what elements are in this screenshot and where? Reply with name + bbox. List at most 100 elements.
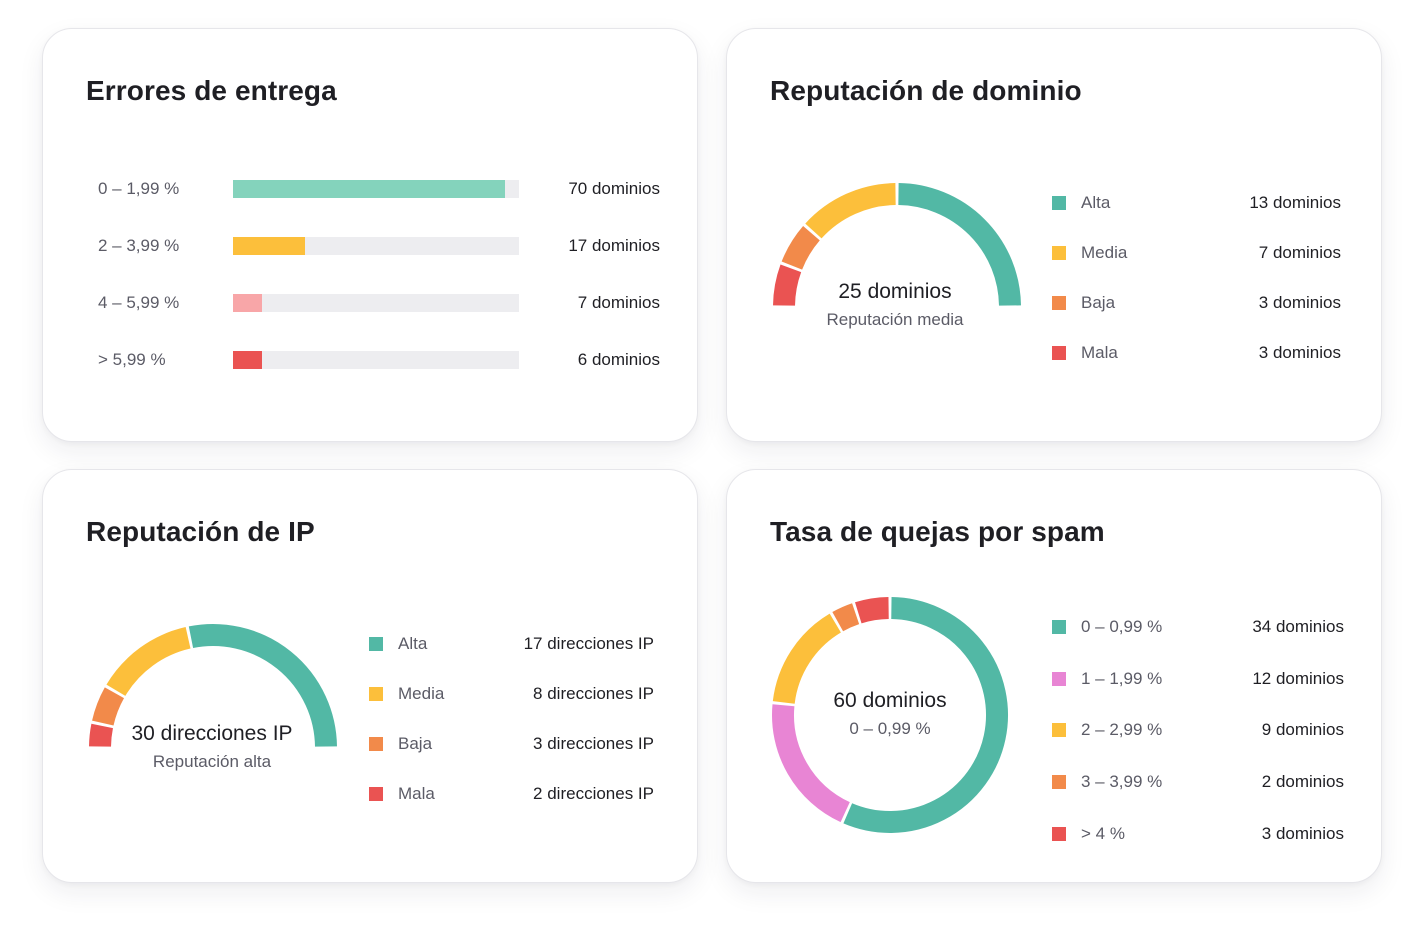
legend-swatch: [369, 637, 383, 651]
delivery-error-bar-track: [233, 294, 519, 312]
legend-swatch: [1052, 672, 1066, 686]
spam-complaints-donut: [772, 597, 1008, 833]
legend-label: > 4 %: [1081, 824, 1125, 843]
legend-label: Mala: [1081, 343, 1118, 362]
legend-value: 3 direcciones IP: [533, 734, 654, 753]
legend-swatch: [1052, 775, 1066, 789]
ip-reputation-gauge: [89, 624, 337, 747]
legend-swatch: [1052, 296, 1066, 310]
spam-donut-segment-5: [855, 597, 890, 624]
legend-label: 3 – 3,99 %: [1081, 772, 1163, 791]
domain-gauge-segment-3: [805, 183, 896, 239]
legend-label: Mala: [398, 784, 435, 803]
legend-swatch: [1052, 723, 1066, 737]
legend-value: 8 direcciones IP: [533, 684, 654, 703]
legend-label: Media: [398, 684, 445, 703]
legend-item-range-5: > 4 % 3 dominios: [1052, 822, 1344, 846]
ip-gauge-segment-4: [188, 624, 337, 747]
legend-label: Alta: [398, 634, 428, 653]
legend-value: 3 dominios: [1261, 824, 1344, 843]
ip-reputation-card: Reputación de IP 30 direcciones IP Reput…: [42, 469, 698, 883]
legend-swatch: [1052, 196, 1066, 210]
domain-gauge-status: Reputación media: [826, 310, 964, 329]
legend-value: 17 direcciones IP: [523, 634, 654, 653]
spam-complaints-card: Tasa de quejas por spam 60 dominios 0 – …: [726, 469, 1382, 883]
legend-item-mala: Mala 2 direcciones IP: [369, 782, 654, 806]
legend-label: Baja: [398, 734, 433, 753]
spam-donut-segment-4: [832, 603, 860, 632]
legend-label: 1 – 1,99 %: [1081, 669, 1163, 688]
legend-swatch: [1052, 620, 1066, 634]
ip-reputation-title: Reputación de IP: [86, 516, 315, 547]
legend-value: 7 dominios: [1258, 243, 1341, 262]
spam-donut-segment-1: [843, 597, 1008, 833]
delivery-error-count: 7 dominios: [577, 293, 660, 312]
legend-item-media: Media 8 direcciones IP: [369, 682, 654, 706]
spam-donut-segment-2: [772, 704, 851, 823]
delivery-error-count: 6 dominios: [577, 350, 660, 369]
legend-item-range-1: 0 – 0,99 % 34 dominios: [1052, 615, 1344, 639]
delivery-error-range: 2 – 3,99 %: [98, 236, 180, 255]
legend-swatch: [369, 687, 383, 701]
domain-gauge-total: 25 dominios: [838, 280, 952, 303]
domain-reputation-title: Reputación de dominio: [770, 75, 1082, 106]
spam-complaints-title: Tasa de quejas por spam: [770, 516, 1105, 547]
legend-value: 13 dominios: [1249, 193, 1341, 212]
delivery-error-bar: [233, 294, 262, 312]
legend-label: Baja: [1081, 293, 1116, 312]
domain-gauge-segment-4: [898, 183, 1021, 306]
legend-item-baja: Baja 3 direcciones IP: [369, 732, 654, 756]
legend-swatch: [1052, 827, 1066, 841]
ip-gauge-segment-1: [89, 723, 114, 747]
domain-gauge-segment-2: [781, 225, 820, 270]
domain-reputation-gauge: [773, 183, 1021, 306]
legend-item-range-4: 3 – 3,99 % 2 dominios: [1052, 770, 1344, 794]
delivery-error-bar: [233, 351, 262, 369]
delivery-error-row: > 5,99 % 6 dominios: [43, 348, 697, 372]
legend-item-mala: Mala 3 dominios: [1052, 341, 1341, 365]
delivery-error-row: 4 – 5,99 % 7 dominios: [43, 291, 697, 315]
spam-donut-segment-3: [772, 613, 842, 705]
delivery-errors-card: Errores de entrega 0 – 1,99 % 70 dominio…: [42, 28, 698, 442]
legend-value: 2 dominios: [1261, 772, 1344, 791]
legend-item-alta: Alta 13 dominios: [1052, 191, 1341, 215]
legend-label: 2 – 2,99 %: [1081, 720, 1163, 739]
legend-value: 9 dominios: [1261, 720, 1344, 739]
legend-label: Media: [1081, 243, 1128, 262]
legend-item-baja: Baja 3 dominios: [1052, 291, 1341, 315]
delivery-error-count: 17 dominios: [568, 236, 660, 255]
delivery-error-count: 70 dominios: [568, 179, 660, 198]
legend-label: 0 – 0,99 %: [1081, 617, 1163, 636]
spam-donut-range: 0 – 0,99 %: [849, 719, 931, 738]
delivery-error-bar: [233, 237, 305, 255]
delivery-error-bar-track: [233, 180, 519, 198]
legend-value: 3 dominios: [1258, 343, 1341, 362]
legend-value: 2 direcciones IP: [533, 784, 654, 803]
delivery-error-bar-track: [233, 237, 519, 255]
delivery-error-bar: [233, 180, 505, 198]
domain-gauge-segment-1: [773, 264, 802, 306]
legend-swatch: [369, 787, 383, 801]
ip-gauge-total: 30 direcciones IP: [131, 722, 293, 745]
delivery-error-range: 0 – 1,99 %: [98, 179, 180, 198]
domain-reputation-card: Reputación de dominio 25 dominios Reputa…: [726, 28, 1382, 442]
delivery-error-row: 0 – 1,99 % 70 dominios: [43, 177, 697, 201]
delivery-errors-title: Errores de entrega: [86, 75, 337, 106]
ip-gauge-segment-3: [106, 627, 191, 697]
ip-gauge-status: Reputación alta: [152, 752, 272, 771]
delivery-error-row: 2 – 3,99 % 17 dominios: [43, 234, 697, 258]
legend-value: 12 dominios: [1252, 669, 1344, 688]
ip-gauge-segment-2: [92, 687, 125, 726]
spam-donut-total: 60 dominios: [833, 689, 947, 712]
legend-swatch: [1052, 246, 1066, 260]
legend-swatch: [369, 737, 383, 751]
legend-value: 34 dominios: [1252, 617, 1344, 636]
legend-label: Alta: [1081, 193, 1111, 212]
delivery-error-range: > 5,99 %: [98, 350, 166, 369]
legend-item-range-3: 2 – 2,99 % 9 dominios: [1052, 718, 1344, 742]
legend-value: 3 dominios: [1258, 293, 1341, 312]
delivery-error-range: 4 – 5,99 %: [98, 293, 180, 312]
legend-item-range-2: 1 – 1,99 % 12 dominios: [1052, 667, 1344, 691]
legend-item-alta: Alta 17 direcciones IP: [369, 632, 654, 656]
legend-swatch: [1052, 346, 1066, 360]
